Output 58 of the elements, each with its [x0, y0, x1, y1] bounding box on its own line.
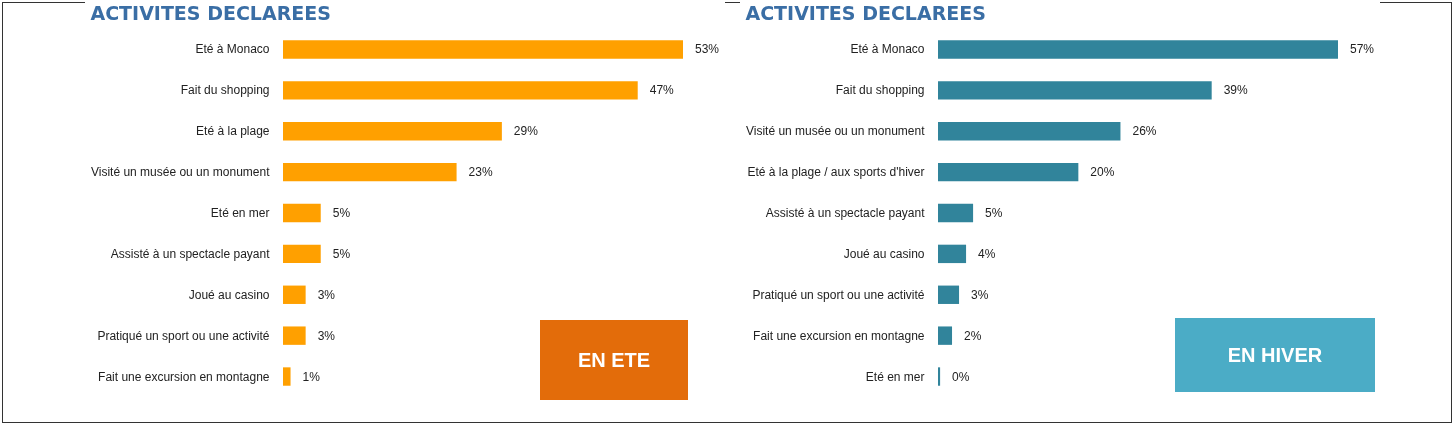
bar: [938, 40, 1338, 59]
label-box: EN HIVER: [1175, 318, 1375, 392]
chart-title: ACTIVITES DECLAREES: [745, 2, 986, 24]
y-tick-label: Pratiqué un sport ou une activité: [97, 328, 270, 343]
bar: [938, 285, 960, 304]
y-tick-label: Joué au casino: [188, 287, 270, 302]
data-label: 3%: [971, 287, 989, 302]
data-label: 39%: [1223, 83, 1249, 98]
data-label: 0%: [952, 369, 970, 384]
data-label: 57%: [1350, 42, 1375, 57]
data-label: 5%: [985, 206, 1003, 220]
data-label: 26%: [1132, 124, 1157, 139]
bar: [938, 244, 967, 264]
bar: [938, 326, 953, 345]
bar: [283, 203, 321, 223]
y-tick-label: Visité un musée ou un monument: [90, 165, 271, 180]
y-tick-label: Fait du shopping: [180, 83, 270, 98]
chart-title: ACTIVITES DECLAREES: [90, 2, 331, 24]
bar: [283, 285, 306, 304]
bar: [283, 81, 638, 100]
bar: [283, 162, 457, 182]
bar: [283, 367, 291, 386]
bar: [938, 162, 1079, 182]
y-tick-label: Pratiqué un sport ou une activité: [752, 287, 925, 302]
data-label: 3%: [317, 328, 336, 343]
data-label: 5%: [332, 206, 351, 220]
bar: [938, 203, 974, 223]
data-label: 23%: [468, 165, 493, 180]
y-tick-label: Eté en mer: [865, 369, 925, 384]
y-tick-label: Visité un musée ou un monument: [745, 124, 926, 139]
data-label: 1%: [302, 369, 321, 384]
bar: [938, 367, 941, 386]
bar: [283, 122, 502, 141]
y-tick-label: Assisté à un spectacle payant: [110, 246, 271, 261]
bar: [283, 326, 306, 345]
data-label: 47%: [649, 83, 675, 98]
y-tick-label: Fait une excursion en montagne: [753, 328, 925, 343]
data-label: 4%: [978, 246, 996, 261]
bar: [283, 244, 321, 264]
data-label: 53%: [695, 42, 720, 57]
y-tick-label: Fait une excursion en montagne: [98, 369, 270, 384]
label-box: EN ETE: [540, 320, 688, 400]
data-label: 5%: [332, 246, 351, 261]
y-tick-label: Eté à Monaco: [850, 42, 925, 57]
bar: [283, 40, 683, 59]
bar: [938, 122, 1121, 141]
y-tick-label: Eté à la plage: [196, 124, 270, 139]
y-tick-label: Eté à la plage / aux sports d'hiver: [747, 165, 925, 180]
data-label: 29%: [513, 124, 539, 139]
y-tick-label: Assisté à un spectacle payant: [765, 206, 926, 220]
bar: [938, 81, 1212, 100]
y-tick-label: Eté en mer: [210, 206, 270, 220]
y-tick-label: Eté à Monaco: [195, 42, 270, 57]
y-tick-label: Joué au casino: [843, 246, 925, 261]
y-tick-label: Fait du shopping: [835, 83, 925, 98]
data-label: 3%: [317, 287, 336, 302]
data-label: 2%: [964, 328, 982, 343]
data-label: 20%: [1090, 165, 1115, 180]
